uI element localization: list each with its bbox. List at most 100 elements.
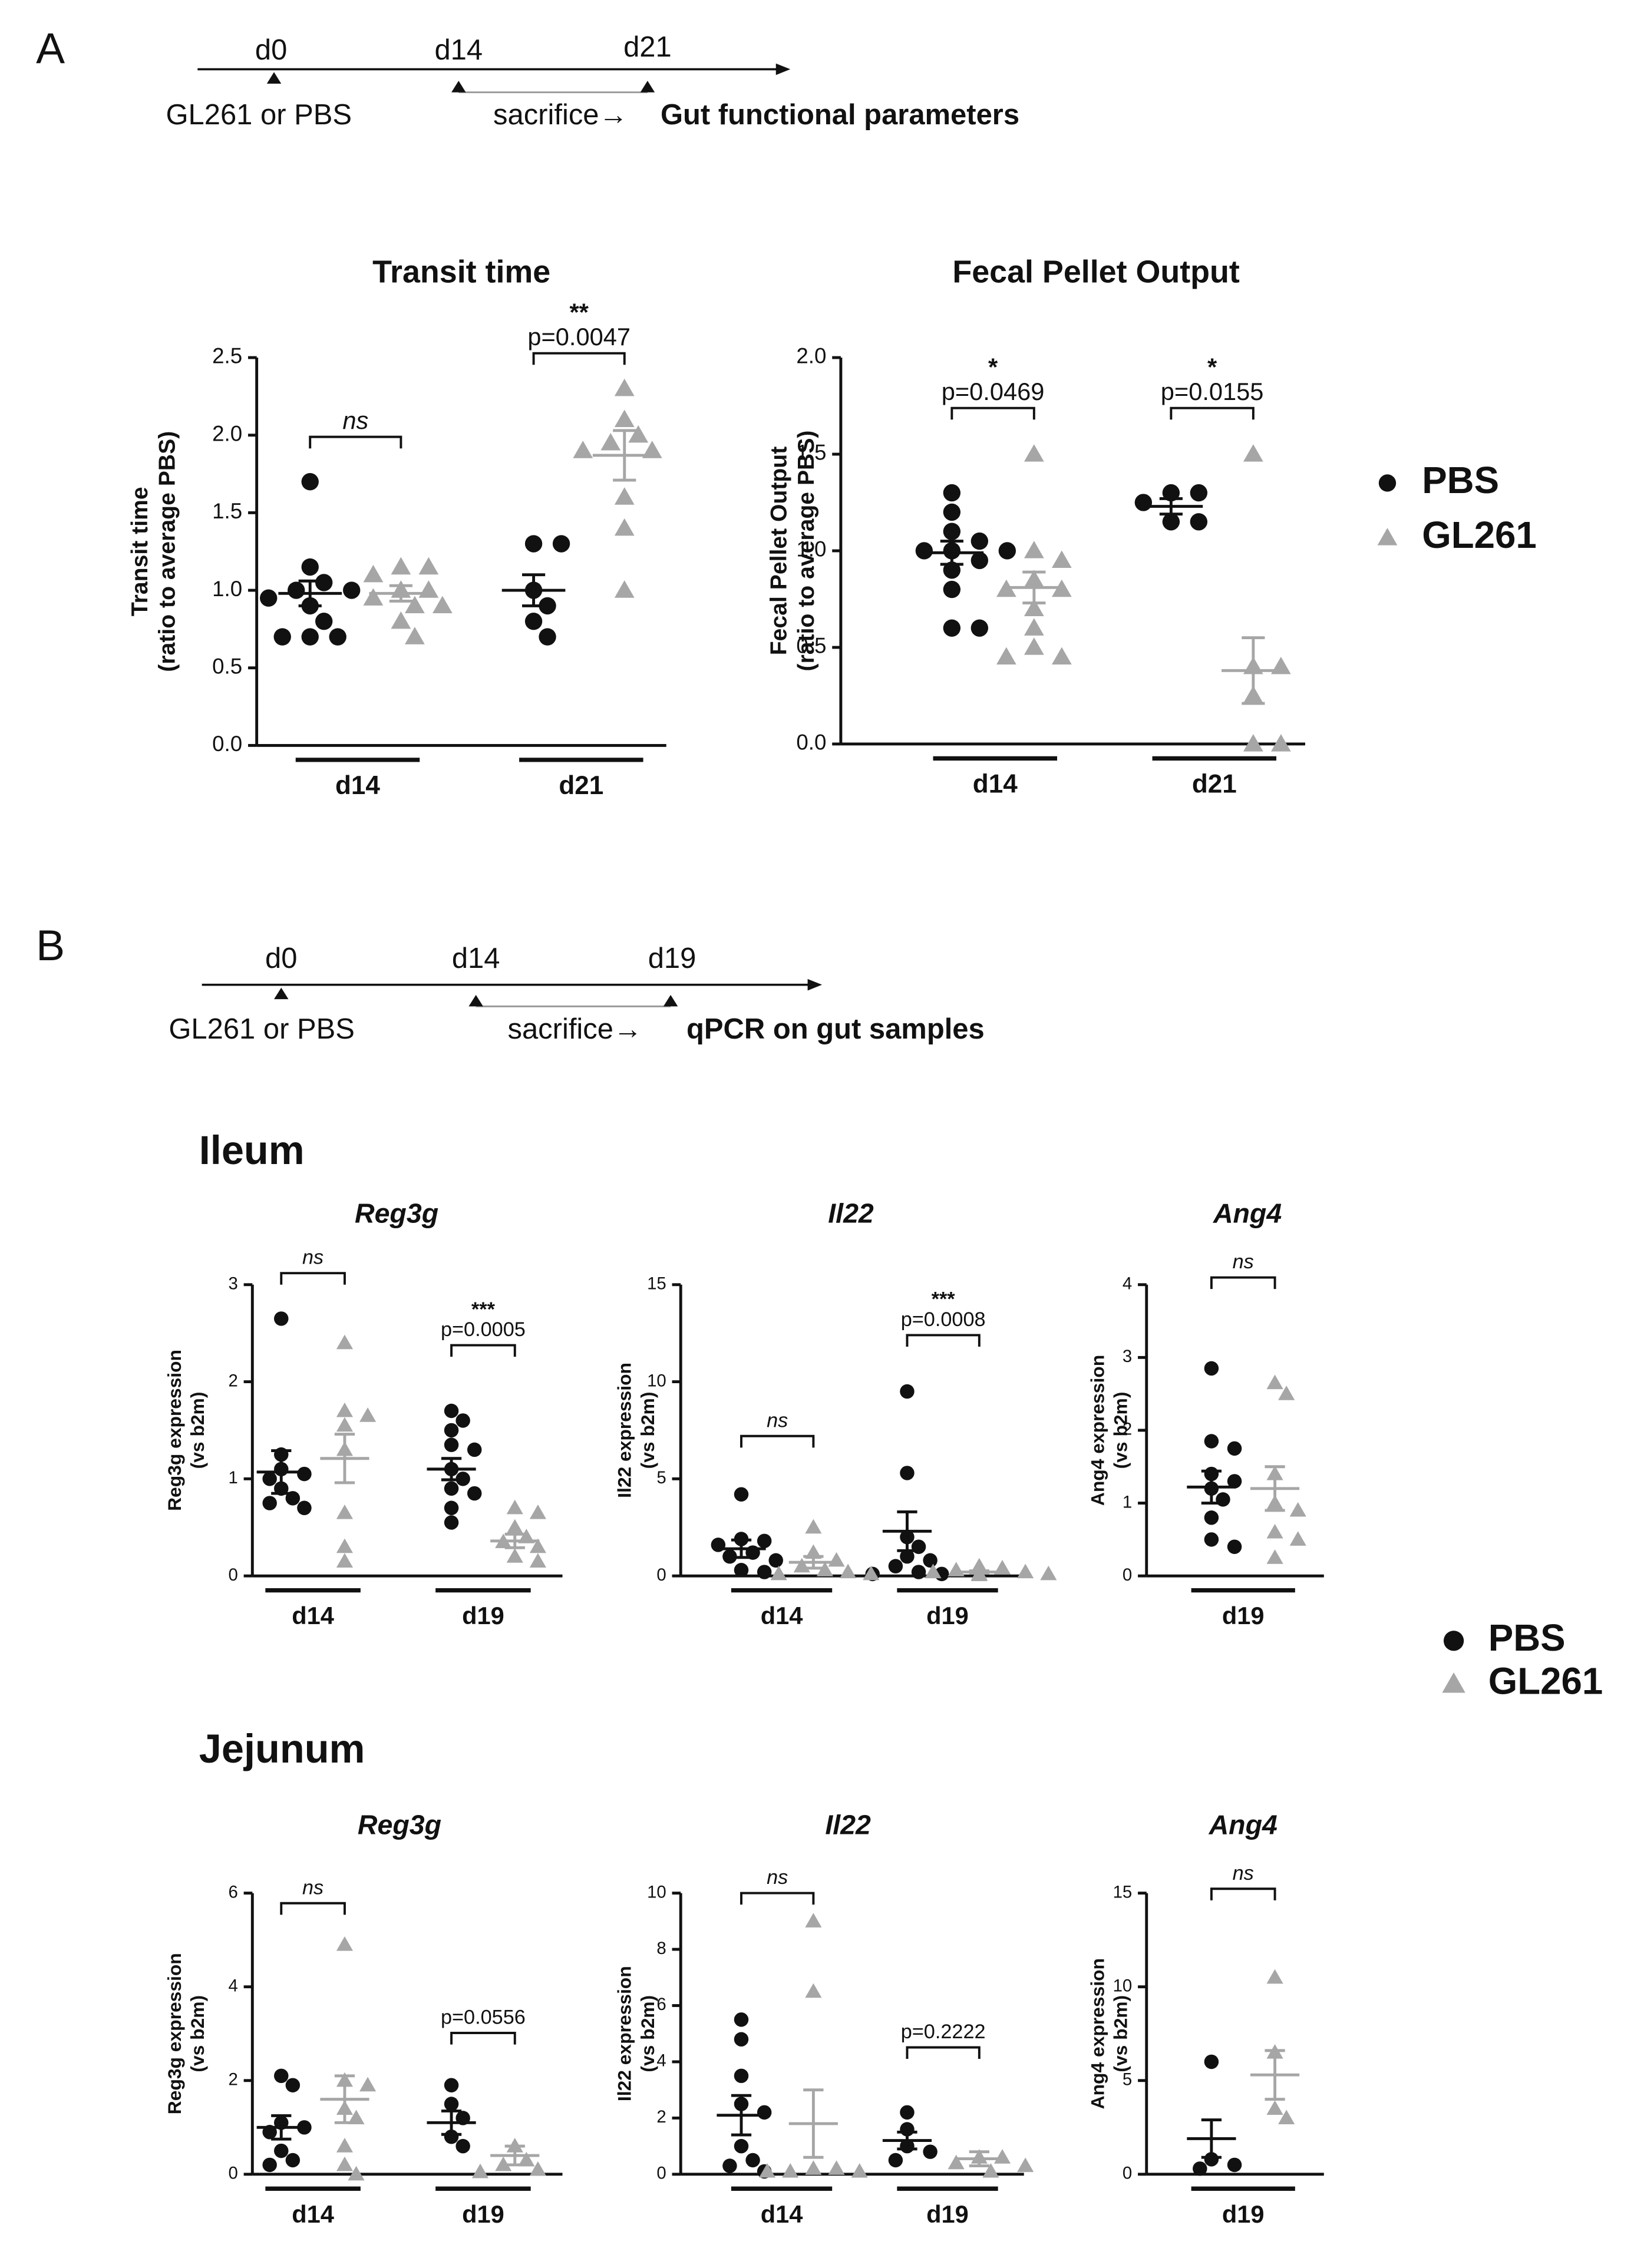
data-point [734, 1563, 749, 1578]
data-point [600, 432, 621, 451]
data-point [467, 1486, 482, 1501]
error-bar [803, 1555, 824, 1570]
y-axis-label: Il22 expression [614, 1363, 635, 1498]
y-tick-label: 2 [656, 2107, 666, 2127]
timeline-marker [468, 994, 483, 1007]
data-point [301, 628, 319, 646]
timeline-marker [640, 81, 655, 92]
data-point [757, 1533, 772, 1549]
y-tick-label: 0.0 [796, 730, 826, 755]
data-point [524, 535, 543, 553]
significance-label: ** [569, 299, 589, 326]
data-point [1204, 2054, 1219, 2069]
y-axis-label: Reg3g expression [164, 1953, 185, 2114]
x-tick-label: d19 [1222, 2200, 1265, 2228]
timeline-day: d19 [648, 943, 696, 974]
data-point [467, 1442, 482, 1457]
x-tick-label: d14 [973, 770, 1018, 799]
data-point [734, 2068, 749, 2084]
significance-bracket [280, 1272, 346, 1285]
data-point [444, 1423, 459, 1438]
significance-label: * [988, 353, 998, 381]
error-bar [897, 2130, 917, 2151]
data-point [405, 596, 425, 614]
data-point [993, 2149, 1011, 2164]
y-axis-label: (vs b2m) [187, 1392, 208, 1469]
y-tick-label: 4 [1123, 1274, 1132, 1294]
significance-bracket [309, 435, 402, 449]
data-point [336, 2138, 354, 2153]
legend-marker [1377, 528, 1398, 545]
data-point [444, 2078, 459, 2092]
data-point [274, 2143, 289, 2158]
y-tick-label: 1.0 [212, 577, 242, 601]
section-title: Jejunum [199, 1726, 365, 1771]
legend-marker [1442, 1672, 1465, 1693]
data-point [1024, 541, 1044, 558]
data-point [1227, 2157, 1242, 2173]
chart-title: Reg3g [355, 1198, 438, 1229]
y-tick-label: 0.5 [212, 654, 242, 678]
data-point [614, 487, 635, 505]
data-point [524, 613, 543, 630]
x-tick-label: d19 [926, 1602, 969, 1629]
data-point [1227, 1539, 1242, 1554]
timeline-arrow [807, 978, 823, 991]
data-point [506, 1548, 523, 1563]
data-point [262, 1496, 277, 1510]
significance-bracket [1170, 406, 1255, 420]
data-point [1266, 1374, 1283, 1390]
x-tick-label: d14 [335, 771, 380, 800]
error-bar [1265, 1465, 1285, 1512]
data-point [315, 613, 333, 630]
data-point [900, 1549, 915, 1564]
significance-label: p=0.0005 [441, 1318, 526, 1341]
y-axis-label: Reg3g expression [164, 1350, 185, 1511]
data-point [915, 542, 933, 560]
x-tick-label: d19 [462, 1602, 504, 1629]
data-point [971, 551, 989, 570]
data-point [758, 2163, 776, 2178]
error-bar [441, 1457, 462, 1482]
data-point [348, 2110, 365, 2124]
data-point [1278, 2110, 1295, 2124]
data-point [628, 425, 649, 443]
data-point [262, 2157, 277, 2173]
timeline-marker [663, 994, 678, 1007]
data-point [782, 2163, 799, 2178]
y-tick-label: 2.5 [212, 344, 242, 368]
panel-label: B [36, 921, 65, 970]
y-axis-label: (vs b2m) [1110, 1995, 1131, 2072]
significance-bracket [1210, 1276, 1276, 1290]
data-point [805, 1519, 822, 1534]
data-point [1266, 1969, 1283, 1984]
y-tick-label: 1.5 [212, 499, 242, 523]
data-point [900, 1384, 915, 1399]
data-point [805, 1983, 822, 1998]
data-point [757, 2105, 772, 2120]
data-point [1243, 734, 1263, 752]
data-point [1040, 1565, 1057, 1581]
x-tick-label: d14 [761, 2200, 803, 2228]
data-point [274, 2068, 289, 2084]
data-point [614, 378, 635, 396]
data-point [506, 1519, 523, 1534]
error-bar [271, 1449, 292, 1495]
y-tick-label: 3 [1123, 1347, 1132, 1366]
timeline-marker [274, 987, 289, 1000]
data-point [1017, 1563, 1034, 1579]
data-point [363, 564, 384, 583]
data-point [614, 409, 635, 428]
chart-title: Fecal Pellet Output [952, 254, 1240, 289]
x-tick-label: d21 [559, 771, 603, 800]
significance-label: ns [1233, 1862, 1254, 1885]
data-point [405, 627, 425, 644]
timeline-readout: Gut functional parameters [661, 99, 1019, 131]
data-point [529, 1553, 546, 1568]
chart-title: Ang4 [1209, 1809, 1278, 1840]
x-tick-label: d19 [926, 2200, 969, 2228]
data-point [336, 1553, 354, 1568]
data-point [518, 2151, 535, 2167]
data-point [336, 1402, 354, 1417]
significance-label: ns [767, 1866, 788, 1889]
